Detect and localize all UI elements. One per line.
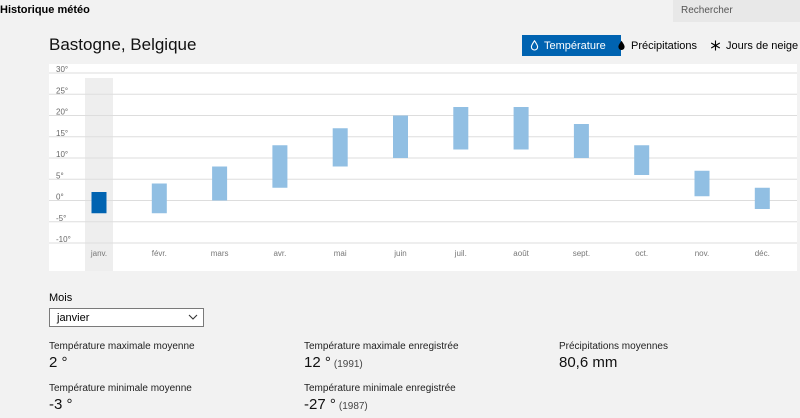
y-tick-label: 20° <box>56 108 68 117</box>
record-min-temp-value: -27 ° <box>304 396 336 413</box>
month-label: juil. <box>454 249 467 258</box>
y-tick-label: 5° <box>56 171 64 180</box>
avg-min-temp-label: Température minimale moyenne <box>49 383 192 394</box>
record-min-temp-label: Température minimale enregistrée <box>304 383 456 394</box>
avg-max-temp-label: Température maximale moyenne <box>49 341 195 352</box>
temp-range-bar <box>151 183 167 214</box>
temp-range-bar <box>754 187 770 209</box>
y-tick-label: 10° <box>56 150 68 159</box>
temp-range-bar <box>332 128 348 167</box>
month-label: mai <box>334 249 347 258</box>
snowflake-icon <box>710 40 721 51</box>
month-label: janv. <box>90 249 107 258</box>
temp-range-bar <box>573 124 589 158</box>
chevron-down-icon <box>188 314 198 320</box>
record-max-temp-label: Température maximale enregistrée <box>304 341 459 352</box>
snow-days-toggle-button[interactable]: Jours de neige <box>710 35 798 56</box>
temp-range-bar <box>393 115 408 158</box>
avg-min-temp-value: -3 ° <box>49 396 73 413</box>
month-select-value: janvier <box>57 312 90 324</box>
temp-range-bar <box>513 107 529 150</box>
precipitation-toggle-label: Précipitations <box>631 39 698 52</box>
temp-range-bar <box>212 166 228 201</box>
location-title: Bastogne, Belgique <box>49 35 197 54</box>
month-label: févr. <box>152 249 167 258</box>
y-tick-label: 15° <box>56 129 68 138</box>
month-label: oct. <box>635 249 648 258</box>
record-max-temp-value: 12 ° <box>304 354 331 371</box>
temp-range-bar <box>453 107 469 150</box>
month-label: nov. <box>695 249 710 258</box>
thermometer-drop-icon <box>530 40 539 51</box>
rain-drop-icon <box>618 40 625 50</box>
month-label: août <box>513 249 529 258</box>
selected-month-column <box>85 78 113 271</box>
search-box[interactable] <box>673 0 800 22</box>
record-max-temp-year: (1991) <box>333 359 363 370</box>
temperature-toggle-button[interactable]: Température <box>522 35 621 56</box>
avg-precipitation-label: Précipitations moyennes <box>559 341 668 352</box>
temp-range-bar <box>91 192 107 214</box>
y-tick-label: -5° <box>56 214 66 223</box>
month-label: mars <box>211 249 229 258</box>
temperature-toggle-label: Température <box>544 39 606 52</box>
search-input[interactable] <box>673 0 800 20</box>
temp-range-bar <box>694 170 710 197</box>
month-label: juin <box>393 249 406 258</box>
month-label: Mois <box>49 292 73 304</box>
precipitation-toggle-button[interactable]: Précipitations <box>617 35 697 56</box>
temp-range-bar <box>272 145 288 188</box>
y-tick-label: 0° <box>56 193 64 202</box>
month-label: sept. <box>573 249 590 258</box>
temp-range-bar <box>634 145 650 175</box>
y-tick-label: 30° <box>56 65 68 74</box>
record-min-temp-year: (1987) <box>338 401 368 412</box>
title-bar: Historique météo <box>0 0 800 22</box>
temperature-chart-svg: 30° 25° 20° 15° 10° 5° 0° -5° -10° janv. févr. mars… <box>49 65 797 271</box>
app-title: Historique météo <box>0 4 90 16</box>
snow-days-toggle-label: Jours de neige <box>726 39 799 52</box>
avg-precipitation-value: 80,6 mm <box>559 354 618 371</box>
temperature-chart: 30° 25° 20° 15° 10° 5° 0° -5° -10° janv. févr. mars… <box>49 64 797 271</box>
month-label: déc. <box>755 249 770 258</box>
y-tick-label: 25° <box>56 86 68 95</box>
record-max-temp: 12 ° (1991) <box>304 354 363 371</box>
record-min-temp: -27 ° (1987) <box>304 396 368 413</box>
month-label: avr. <box>273 249 286 258</box>
month-select[interactable]: janvier <box>49 308 204 327</box>
avg-max-temp-value: 2 ° <box>49 354 68 371</box>
y-tick-label: -10° <box>56 235 71 244</box>
